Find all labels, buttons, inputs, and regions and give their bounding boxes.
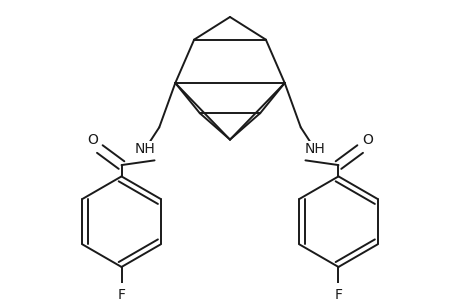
Text: O: O	[87, 133, 97, 147]
Text: F: F	[117, 288, 125, 300]
Text: O: O	[362, 133, 372, 147]
Text: F: F	[334, 288, 342, 300]
Text: NH: NH	[304, 142, 325, 156]
Text: NH: NH	[134, 142, 155, 156]
